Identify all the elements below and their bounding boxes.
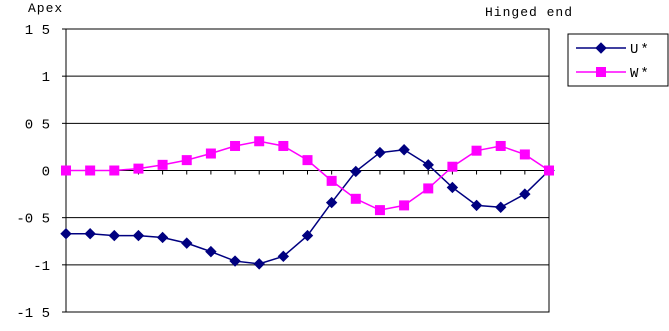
data-point-w	[326, 175, 337, 186]
data-point-w	[205, 148, 216, 159]
data-point-w	[399, 200, 410, 211]
data-point-u	[108, 229, 121, 242]
data-point-w	[302, 155, 313, 166]
data-point-w	[495, 140, 506, 151]
legend-marker-u	[595, 42, 607, 54]
data-point-u	[398, 144, 410, 156]
legend-marker-w	[596, 67, 606, 77]
data-point-u	[422, 159, 434, 171]
y-tick-label: -0 5	[16, 212, 50, 228]
data-point-w	[374, 205, 385, 216]
data-point-w	[109, 165, 120, 176]
data-point-u	[350, 165, 362, 178]
data-point-w	[133, 163, 144, 174]
data-point-u	[60, 227, 72, 240]
data-point-w	[447, 161, 458, 172]
data-point-w	[519, 149, 530, 160]
data-point-u	[446, 181, 459, 194]
data-point-u	[181, 237, 193, 249]
legend-label-u: U*	[630, 42, 651, 58]
y-tick-label: 0	[42, 165, 50, 181]
legend-label-w: W*	[630, 66, 651, 82]
data-point-u	[519, 188, 531, 200]
data-point-u	[470, 199, 483, 212]
data-point-u	[301, 229, 314, 242]
data-point-w	[471, 145, 482, 156]
data-point-u	[156, 231, 169, 244]
data-point-w	[85, 165, 96, 176]
data-point-w	[254, 136, 265, 147]
data-point-w	[278, 140, 289, 151]
data-point-w	[181, 155, 192, 166]
y-tick-label: 1	[42, 70, 50, 86]
data-point-u	[205, 245, 217, 258]
data-point-u	[84, 227, 96, 240]
y-tick-label: 0 5	[25, 117, 50, 133]
data-point-w	[423, 183, 434, 194]
y-tick-label: -1	[33, 259, 50, 275]
data-point-u	[494, 201, 507, 213]
apex-label: Apex	[28, 1, 64, 16]
y-tick-label: -1 5	[16, 306, 50, 322]
data-point-u	[277, 250, 290, 263]
data-point-w	[544, 165, 554, 176]
legend	[567, 33, 669, 87]
data-point-u	[374, 146, 386, 159]
hinged-end-label: Hinged end	[485, 5, 574, 20]
data-point-u	[132, 229, 145, 242]
data-point-w	[230, 140, 241, 151]
y-tick-label: 1 5	[25, 23, 50, 39]
data-point-u	[325, 196, 338, 209]
data-point-u	[229, 255, 241, 267]
data-point-w	[350, 193, 361, 204]
data-point-w	[157, 159, 168, 170]
data-point-u	[253, 258, 265, 270]
data-point-w	[61, 165, 71, 176]
